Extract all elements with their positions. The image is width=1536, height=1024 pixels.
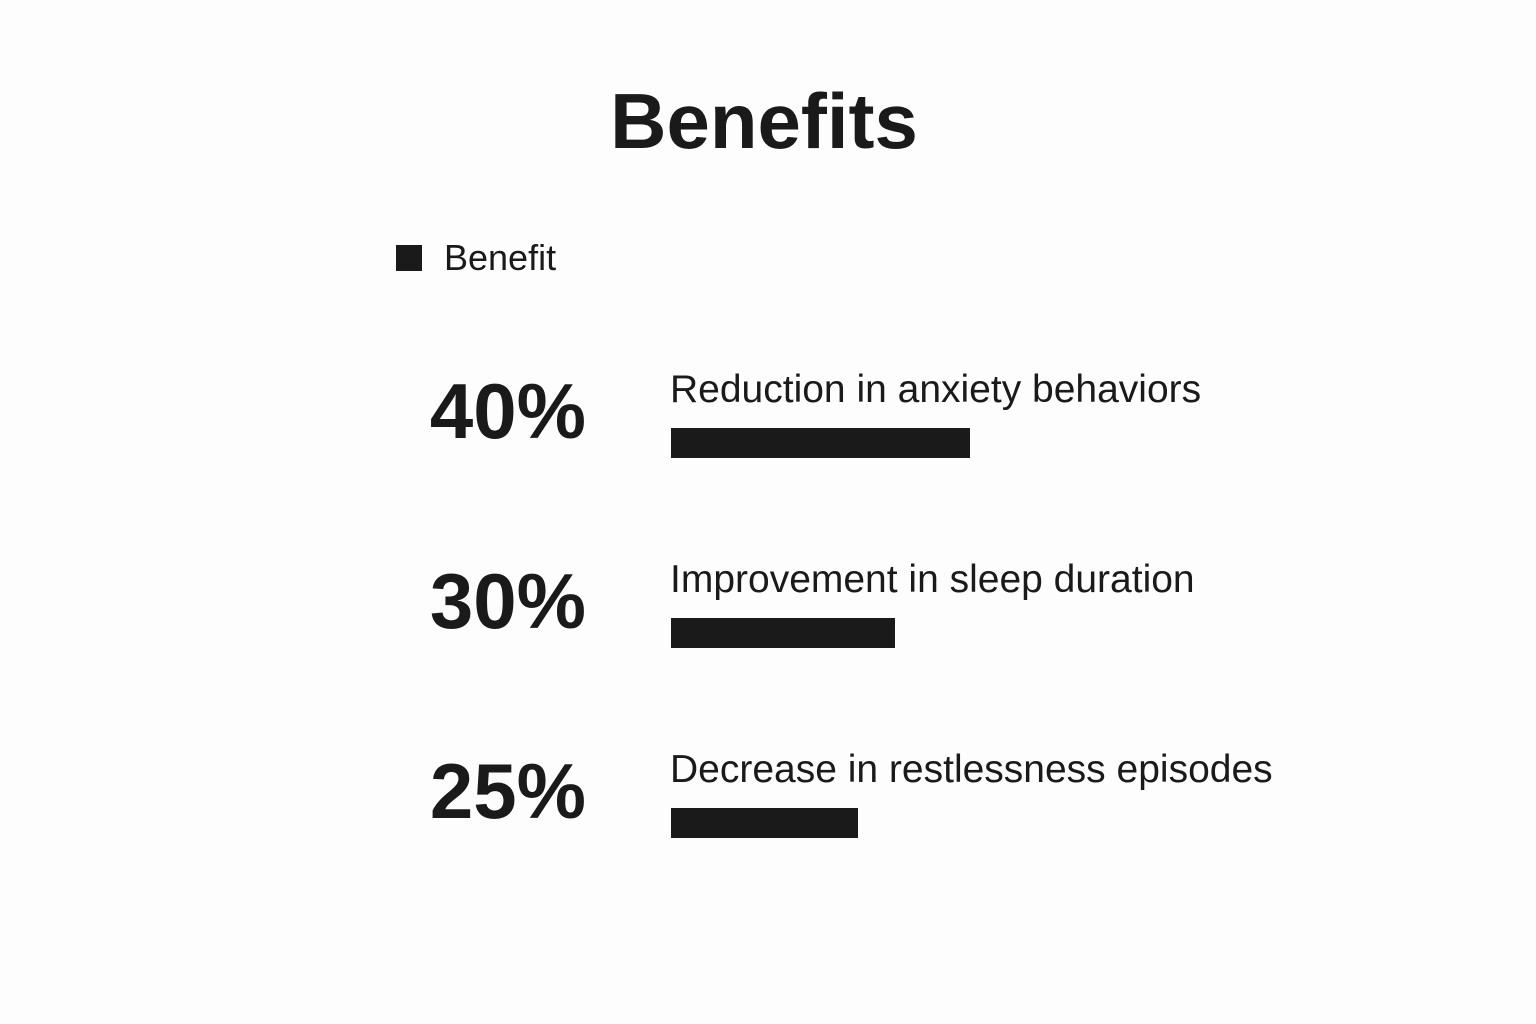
legend-label: Benefit: [444, 237, 557, 278]
value-label: 25%: [429, 747, 586, 835]
category-label: Reduction in anxiety behaviors: [670, 368, 1202, 411]
bar-row: 25% Decrease in restlessness episodes: [0, 750, 1536, 860]
category-label: Improvement in sleep duration: [670, 558, 1195, 601]
bar: [671, 428, 970, 458]
bar: [671, 808, 858, 838]
bar: [671, 618, 895, 648]
chart-title: Benefits: [610, 77, 918, 165]
legend: Benefit: [396, 238, 556, 278]
value-label: 30%: [429, 557, 586, 645]
bar-row: 30% Improvement in sleep duration: [0, 560, 1536, 670]
bar-row: 40% Reduction in anxiety behaviors: [0, 370, 1536, 480]
category-label: Decrease in restlessness episodes: [670, 748, 1273, 791]
legend-swatch: [396, 245, 422, 271]
value-label: 40%: [429, 367, 586, 455]
